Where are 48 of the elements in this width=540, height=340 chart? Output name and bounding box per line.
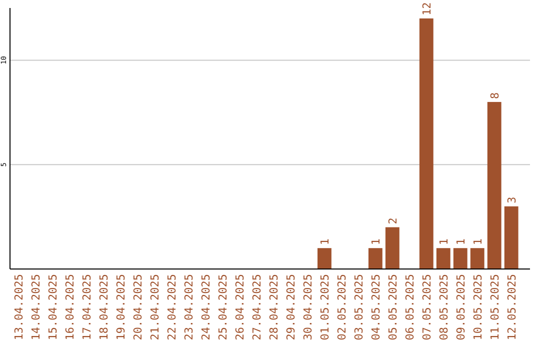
bar (385, 227, 400, 269)
x-tick-label: 21.04.2025 (148, 274, 162, 340)
x-tick-label: 01.05.2025 (318, 274, 332, 340)
x-tick-label: 17.04.2025 (80, 274, 94, 340)
x-tick-label: 26.04.2025 (234, 274, 247, 340)
data-label: 12 (420, 2, 434, 16)
x-tick-label: 19.04.2025 (114, 274, 128, 340)
bar (317, 248, 332, 269)
x-tick-label: 11.05.2025 (488, 274, 502, 340)
data-label: 1 (318, 238, 332, 246)
x-tick-label: 13.04.2025 (12, 274, 26, 340)
x-tick-label: 02.05.2025 (335, 274, 348, 340)
bar (453, 248, 468, 269)
x-tick-label: 09.05.2025 (454, 274, 468, 340)
x-tick-label: 03.05.2025 (352, 274, 366, 340)
bar (368, 248, 382, 269)
x-tick-label: 29.04.2025 (284, 274, 298, 340)
bar (487, 102, 502, 269)
x-tick-label: 22.04.2025 (166, 274, 179, 340)
x-tick-label: 04.05.2025 (369, 274, 382, 340)
x-tick-label: 10.05.2025 (471, 274, 484, 340)
data-label: 1 (369, 238, 382, 246)
x-tick-label: 25.04.2025 (216, 274, 230, 340)
data-label: 1 (437, 238, 450, 246)
bar (504, 206, 518, 269)
x-tick-label: 15.04.2025 (46, 274, 60, 340)
x-tick-label: 06.05.2025 (403, 274, 416, 340)
data-label: 1 (471, 238, 484, 246)
x-tick-label: 18.04.2025 (98, 274, 111, 340)
x-tick-label: 05.05.2025 (386, 274, 400, 340)
data-label: 3 (505, 196, 518, 204)
x-tick-label: 08.05.2025 (437, 274, 450, 340)
x-tick-label: 24.04.2025 (200, 274, 213, 340)
x-tick-label: 14.04.2025 (30, 274, 43, 340)
bar (436, 248, 450, 269)
data-label: 2 (386, 218, 400, 224)
x-tick-label: 12.05.2025 (505, 274, 518, 340)
x-tick-label: 23.04.2025 (182, 274, 196, 340)
x-tick-label: 28.04.2025 (267, 274, 280, 340)
x-tick-label: 20.04.2025 (132, 274, 145, 340)
data-label: 8 (488, 92, 502, 99)
bar (470, 248, 484, 269)
x-tick-label: 27.04.2025 (250, 274, 264, 340)
x-tick-label: 07.05.2025 (420, 274, 434, 340)
data-label: 1 (454, 238, 468, 246)
bar (419, 18, 434, 269)
x-tick-label: 30.04.2025 (301, 274, 314, 340)
x-tick-label: 16.04.2025 (64, 274, 77, 340)
